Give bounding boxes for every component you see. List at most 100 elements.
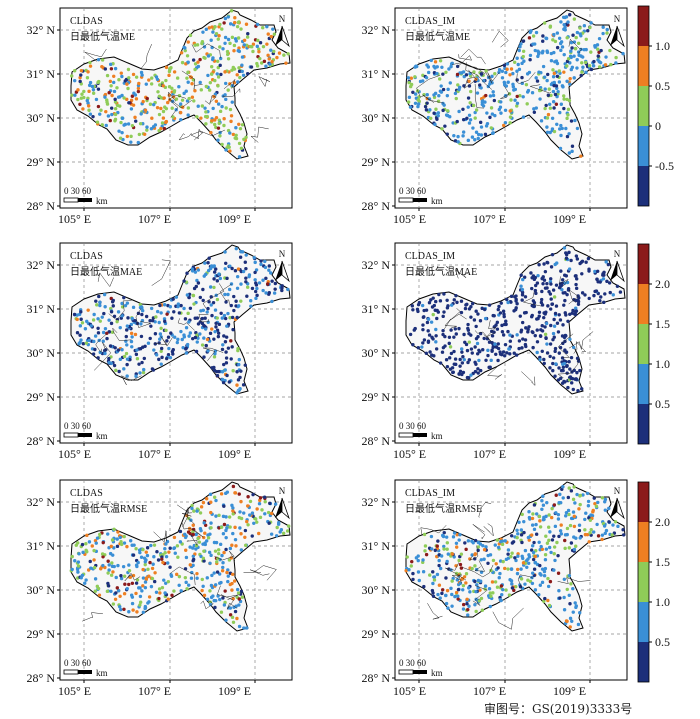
station-dot: [537, 514, 542, 519]
county-boundary: [108, 300, 132, 321]
station-dot: [606, 262, 611, 267]
station-dot: [571, 587, 575, 591]
station-dot: [235, 370, 239, 374]
station-dot: [267, 521, 271, 525]
colorbar-segment: [638, 166, 649, 206]
station-dot: [535, 350, 539, 355]
station-dot: [548, 106, 553, 110]
station-dot: [216, 84, 220, 88]
station-dot: [453, 594, 457, 599]
station-dot: [575, 126, 580, 131]
station-dot: [228, 149, 232, 153]
station-dot: [138, 603, 142, 607]
station-dot: [236, 267, 241, 271]
station-dot: [222, 334, 226, 338]
station-dot: [201, 500, 206, 505]
station-dot: [551, 38, 555, 42]
station-dot: [203, 523, 208, 527]
station-dot: [537, 592, 541, 597]
station-dot: [258, 515, 263, 520]
station-dot: [165, 312, 169, 316]
station-dot: [214, 514, 218, 518]
station-dot: [122, 295, 126, 300]
station-dot: [243, 528, 248, 533]
north-arrow-left: [275, 498, 282, 518]
station-dot: [92, 558, 96, 562]
station-dot: [240, 69, 244, 74]
station-dot: [113, 100, 118, 104]
station-dot: [545, 351, 550, 355]
station-dot: [125, 301, 130, 305]
county-boundary: [474, 83, 485, 109]
north-arrow: N: [610, 486, 625, 520]
station-dot: [572, 514, 577, 519]
station-dot: [267, 264, 271, 268]
station-dot: [496, 346, 501, 351]
north-label: N: [279, 249, 286, 259]
station-dot: [545, 116, 550, 120]
station-dot: [163, 547, 167, 551]
station-dot: [423, 104, 428, 109]
station-dot: [130, 595, 135, 599]
station-dot: [184, 326, 189, 330]
station-dot: [552, 106, 556, 110]
station-dot: [444, 113, 449, 117]
station-dot: [453, 91, 458, 96]
station-dot: [255, 64, 260, 68]
station-dot: [541, 503, 546, 507]
station-dot: [488, 115, 492, 120]
station-dot: [209, 72, 214, 76]
station-dot: [158, 337, 162, 341]
station-dot: [112, 314, 117, 319]
station-dot: [119, 71, 123, 75]
station-dot: [171, 115, 175, 119]
station-dot: [511, 71, 515, 76]
station-dot: [560, 45, 565, 49]
station-dot: [156, 90, 160, 94]
station-dot: [509, 534, 514, 538]
station-dot: [406, 100, 411, 104]
station-dot: [535, 340, 540, 344]
station-dot: [493, 543, 497, 547]
station-dot: [495, 538, 500, 542]
station-dot: [546, 576, 550, 581]
station-dot: [500, 76, 505, 80]
station-dot: [555, 74, 560, 78]
station-dot: [158, 591, 162, 595]
station-dot: [497, 304, 501, 309]
county-boundary: [200, 600, 214, 610]
station-dot: [587, 267, 591, 271]
station-dot: [120, 93, 124, 98]
station-dot: [563, 546, 567, 551]
station-dot: [70, 567, 74, 572]
station-dot: [536, 49, 540, 53]
station-dot: [170, 106, 174, 110]
station-dot: [167, 85, 172, 89]
station-dot: [575, 58, 579, 62]
station-dot: [521, 561, 526, 565]
station-dot: [572, 547, 577, 552]
station-dot: [429, 320, 434, 324]
county-boundary: [168, 91, 179, 118]
station-dot: [404, 568, 408, 573]
station-dot: [595, 522, 599, 527]
station-dot: [81, 550, 85, 555]
station-dot: [540, 547, 545, 551]
station-dot: [565, 292, 569, 297]
station-dot: [148, 102, 153, 106]
station-dot: [543, 558, 548, 562]
county-boundary: [472, 585, 488, 606]
station-dot: [550, 538, 555, 542]
station-dot: [476, 367, 480, 371]
county-boundary: [557, 333, 574, 359]
colorbar-segment: [638, 6, 649, 46]
station-dot: [70, 74, 74, 78]
station-dot: [486, 353, 490, 358]
station-dot: [200, 316, 204, 321]
station-dot: [583, 60, 588, 65]
station-dot: [560, 278, 565, 282]
station-dot: [78, 102, 82, 106]
station-dot: [204, 122, 208, 126]
station-dot: [411, 90, 415, 94]
station-dot: [94, 541, 98, 545]
